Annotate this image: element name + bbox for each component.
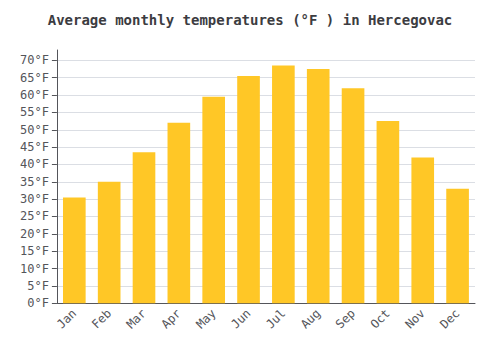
svg-text:25°F: 25°F bbox=[20, 209, 49, 223]
svg-text:Nov: Nov bbox=[402, 306, 427, 331]
svg-text:Mar: Mar bbox=[124, 306, 149, 331]
svg-text:Dec: Dec bbox=[437, 306, 462, 331]
svg-text:35°F: 35°F bbox=[20, 175, 49, 189]
svg-text:55°F: 55°F bbox=[20, 105, 49, 119]
svg-text:5°F: 5°F bbox=[27, 279, 49, 293]
svg-text:Apr: Apr bbox=[159, 306, 184, 331]
svg-text:Jun: Jun bbox=[228, 306, 253, 331]
svg-text:40°F: 40°F bbox=[20, 157, 49, 171]
svg-text:Oct: Oct bbox=[368, 306, 393, 331]
svg-text:50°F: 50°F bbox=[20, 123, 49, 137]
svg-text:15°F: 15°F bbox=[20, 244, 49, 258]
svg-text:45°F: 45°F bbox=[20, 140, 49, 154]
svg-text:Aug: Aug bbox=[298, 306, 323, 331]
svg-text:Feb: Feb bbox=[89, 306, 114, 331]
svg-text:10°F: 10°F bbox=[20, 262, 49, 276]
svg-text:Average monthly temperatures (: Average monthly temperatures (°F ) in He… bbox=[48, 12, 453, 28]
svg-text:65°F: 65°F bbox=[20, 71, 49, 85]
svg-text:Jan: Jan bbox=[54, 306, 79, 331]
svg-text:Jul: Jul bbox=[263, 306, 288, 331]
svg-text:0°F: 0°F bbox=[27, 296, 49, 310]
svg-text:70°F: 70°F bbox=[20, 53, 49, 67]
svg-text:30°F: 30°F bbox=[20, 192, 49, 206]
svg-text:Sep: Sep bbox=[333, 306, 358, 331]
svg-text:60°F: 60°F bbox=[20, 88, 49, 102]
svg-text:May: May bbox=[193, 306, 218, 331]
svg-text:20°F: 20°F bbox=[20, 227, 49, 241]
